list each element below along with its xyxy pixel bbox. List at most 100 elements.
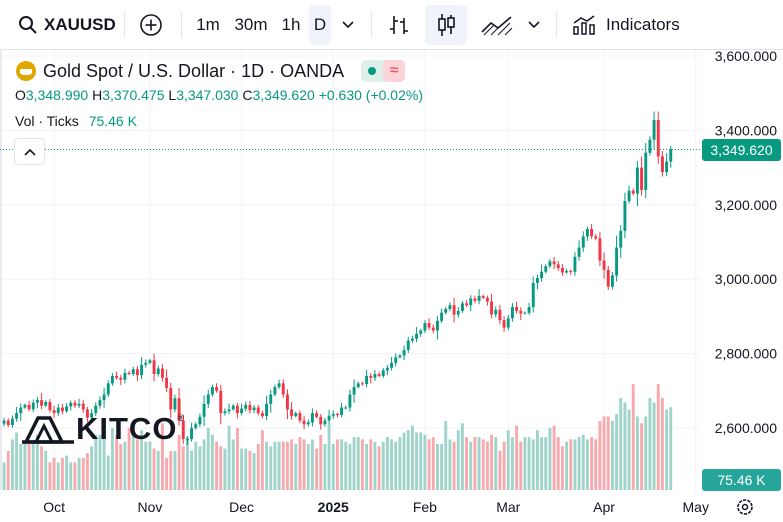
volume-bar	[340, 439, 344, 490]
candle	[660, 151, 664, 177]
candle	[190, 422, 194, 442]
volume-bar	[244, 448, 248, 490]
volume-bar	[65, 455, 69, 490]
volume-bar	[69, 462, 73, 490]
volume-bar	[410, 425, 414, 490]
volume-bar	[315, 448, 319, 490]
interval-1m-button[interactable]: 1m	[196, 15, 220, 34]
candle	[265, 395, 269, 421]
volume-bar	[85, 453, 89, 490]
candle-body	[544, 266, 548, 272]
candle-body	[415, 333, 419, 339]
candle	[306, 419, 310, 427]
volume-bar	[294, 444, 298, 490]
interval-30m-button[interactable]: 30m	[234, 15, 268, 34]
candle-body	[502, 320, 506, 328]
candle-body	[240, 408, 244, 414]
interval-d-button[interactable]: D	[309, 5, 331, 45]
volume-bar	[144, 441, 148, 490]
candle-body	[48, 401, 52, 411]
volume-bar	[473, 437, 477, 490]
candle	[140, 357, 144, 379]
candle	[302, 415, 306, 430]
candle-body	[598, 238, 602, 261]
candle	[548, 258, 552, 269]
candle-body	[273, 387, 277, 395]
time-axis: Oct Nov Dec 2025 Feb Mar Apr May	[43, 499, 709, 515]
volume-bar	[594, 439, 598, 490]
indicators-label: Indicators	[606, 15, 680, 34]
candle	[669, 145, 673, 168]
candle	[127, 370, 131, 376]
compare-symbol-button[interactable]	[133, 5, 169, 45]
volume-bar	[327, 423, 331, 490]
status-pill[interactable]: ≈	[361, 60, 406, 82]
candle-body	[656, 119, 660, 157]
chevron-up-icon	[23, 148, 36, 156]
candle-body	[356, 383, 360, 388]
volume-bar	[465, 437, 469, 490]
candle	[610, 271, 614, 290]
price-tick-label: 2,600.000	[715, 420, 777, 436]
candle-body	[515, 307, 519, 311]
volume-bar	[210, 434, 214, 490]
bar-chart-style-button[interactable]	[381, 5, 417, 45]
volume-bar	[515, 425, 519, 490]
volume-bar	[60, 457, 64, 490]
delayed-data-indicator: ≈	[383, 60, 406, 82]
candle-body	[152, 360, 156, 375]
volume-bar	[477, 437, 481, 490]
candles-chart-style-button[interactable]	[425, 5, 467, 45]
candle	[606, 265, 610, 291]
volume-bars	[2, 384, 673, 490]
candle	[460, 301, 464, 313]
candle	[340, 402, 344, 418]
candle-body	[631, 190, 635, 194]
candle	[385, 365, 389, 376]
symbol-search-button[interactable]: XAUUSD	[10, 5, 122, 45]
volume-bar	[352, 437, 356, 490]
candle	[365, 369, 369, 388]
interval-1h-button[interactable]: 1h	[281, 15, 301, 34]
candle	[410, 335, 414, 344]
candle-body	[652, 119, 656, 140]
volume-bar	[273, 441, 277, 490]
candle	[102, 387, 106, 408]
candle-body	[206, 394, 210, 404]
settings-button[interactable]	[737, 499, 753, 515]
ohlc-values: O3,348.990 H3,370.475 L3,347.030 C3,349.…	[15, 87, 423, 103]
price-chart[interactable]: 2,600.000 2,800.000 3,000.000 3,200.000 3,40…	[0, 50, 783, 522]
open-value: 3,348.990	[25, 87, 89, 103]
volume-bar	[577, 437, 581, 490]
candle	[119, 374, 123, 386]
candle	[623, 192, 627, 238]
volume-bar	[373, 441, 377, 490]
candle-body	[623, 201, 627, 231]
chart-style-dropdown-button[interactable]	[522, 5, 546, 45]
candle	[452, 297, 456, 323]
candle-body	[581, 236, 585, 248]
collapse-legend-button[interactable]	[14, 138, 45, 165]
indicators-button[interactable]: Indicators	[566, 5, 692, 45]
candle-body	[281, 383, 285, 395]
candle	[473, 295, 477, 304]
interval-dropdown-button[interactable]	[335, 5, 361, 45]
candle-body	[244, 404, 248, 409]
line-chart-style-button[interactable]	[474, 5, 520, 45]
candle	[231, 403, 235, 411]
candle-body	[165, 377, 169, 388]
gear-icon	[737, 499, 753, 515]
volume-bar	[310, 439, 314, 490]
volume-bar	[431, 437, 435, 490]
candle	[240, 403, 244, 416]
candle-body	[481, 295, 485, 298]
candle	[110, 373, 114, 386]
candle-body	[106, 383, 110, 395]
volume-bar	[306, 444, 310, 490]
volume-bar	[185, 437, 189, 490]
candle	[573, 252, 577, 276]
time-tick-label: Feb	[413, 499, 437, 515]
candle	[19, 403, 23, 421]
volume-bar	[523, 437, 527, 490]
candle-body	[231, 405, 235, 410]
